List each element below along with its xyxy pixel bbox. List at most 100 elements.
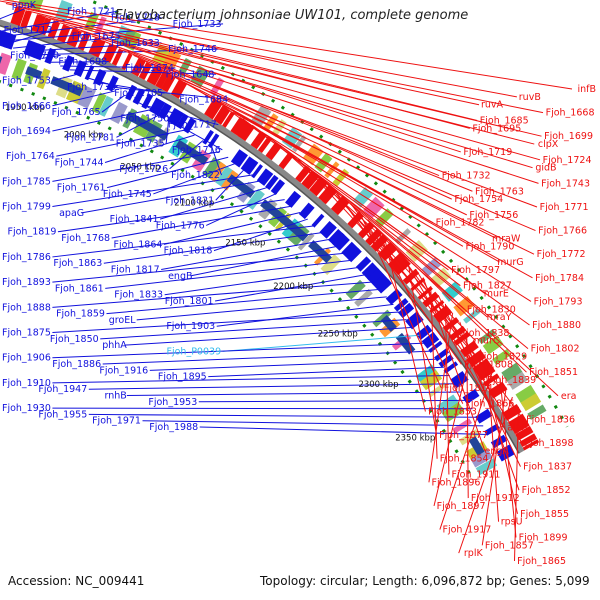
right-gene-label: Fjoh_1877 bbox=[439, 430, 488, 441]
left-gene-label: Fjoh_1859 bbox=[56, 309, 105, 320]
plus-strand-gene bbox=[250, 130, 267, 150]
left-leader-line bbox=[81, 180, 261, 214]
right-leader-line bbox=[486, 358, 500, 522]
scale-label: 2200 kbp bbox=[273, 282, 313, 292]
inner-category-gene bbox=[209, 161, 227, 183]
left-gene-label: Fjoh_1822 bbox=[171, 170, 220, 181]
left-gene-label: Fjoh_1721 bbox=[67, 6, 116, 17]
right-leader-line bbox=[223, 105, 449, 271]
left-gene-label: Fjoh_P0039 bbox=[167, 346, 222, 357]
scale-label: 2250 kbp bbox=[318, 330, 358, 340]
left-gene-label: ppnK bbox=[12, 0, 37, 11]
left-gene-label: Fjoh_1895 bbox=[158, 372, 207, 383]
right-leader-line bbox=[203, 93, 535, 255]
left-leader-line bbox=[57, 199, 285, 233]
left-leader-line bbox=[111, 205, 293, 239]
inner-category-gene bbox=[345, 279, 366, 300]
right-leader-line bbox=[306, 166, 476, 342]
outer-category-gene bbox=[251, 105, 272, 127]
right-gene-label: gidB bbox=[535, 163, 556, 174]
right-gene-label: rpsU bbox=[501, 517, 523, 528]
left-gene-label: Fjoh_1776 bbox=[156, 220, 205, 231]
left-leader-line bbox=[165, 119, 170, 144]
plus-strand-gene bbox=[230, 116, 249, 137]
minus-strand-gene bbox=[256, 168, 274, 186]
right-leader-line bbox=[315, 173, 529, 349]
right-leader-line bbox=[514, 406, 519, 562]
left-gene-label: Fjoh_1675 bbox=[72, 31, 121, 42]
left-gene-label: Fjoh_1633 bbox=[111, 38, 160, 49]
inner-category-gene bbox=[354, 289, 373, 307]
left-leader-line bbox=[52, 281, 374, 308]
left-gene-label: Fjoh_1730 bbox=[67, 82, 116, 93]
minus-strand-gene bbox=[246, 160, 259, 175]
plus-strand-gene bbox=[222, 111, 235, 128]
plus-strand-gene bbox=[138, 61, 153, 80]
outer-category-gene bbox=[263, 113, 279, 132]
minus-strand-gene bbox=[428, 340, 443, 353]
left-gene-label: Fjoh_1930 bbox=[2, 403, 51, 414]
outer-category-gene bbox=[453, 296, 475, 317]
inner-category-gene bbox=[77, 85, 97, 109]
left-gene-label: Fjoh_1698 bbox=[58, 57, 107, 68]
left-leader-line bbox=[69, 69, 216, 75]
left-gene-label: Fjoh_1726 bbox=[119, 164, 168, 175]
right-gene-label: Fjoh_1839 bbox=[487, 375, 536, 386]
minus-strand-gene bbox=[298, 202, 315, 220]
left-leader-line bbox=[161, 238, 331, 271]
right-gene-label: Fjoh_1802 bbox=[531, 344, 580, 355]
left-gene-label: Fjoh_1684 bbox=[179, 94, 228, 105]
plus-strand-gene bbox=[511, 419, 530, 435]
left-gene-label: Fjoh_1861 bbox=[55, 283, 104, 294]
left-leader-line bbox=[133, 99, 172, 119]
scale-label: 2000 kbp bbox=[64, 131, 104, 141]
right-leader-line bbox=[70, 26, 461, 153]
left-gene-label: Fjoh_1745 bbox=[103, 189, 152, 200]
left-leader-line bbox=[52, 73, 79, 82]
plus-strand-gene bbox=[155, 70, 170, 89]
left-gene-label: Fjoh_1910 bbox=[2, 378, 51, 389]
left-gene-label: Fjoh_1717 bbox=[168, 120, 217, 131]
left-gene-label: Fjoh_1821 bbox=[165, 195, 214, 206]
scale-label: 1950 kbp bbox=[5, 103, 45, 113]
right-leader-line bbox=[112, 44, 539, 184]
right-leader-line bbox=[383, 235, 426, 412]
left-leader-line bbox=[41, 54, 61, 60]
right-gene-label: Fjoh_1790 bbox=[466, 241, 515, 252]
left-leader-line bbox=[105, 259, 353, 289]
scale-label: 2100 kbp bbox=[174, 198, 214, 208]
left-leader-line bbox=[149, 358, 438, 371]
left-gene-label: Fjoh_1850 bbox=[50, 334, 99, 345]
right-leader-line bbox=[459, 321, 520, 491]
right-gene-label: engA bbox=[484, 446, 509, 457]
outer-category-gene bbox=[515, 384, 539, 407]
left-gene-label: Fjoh_1718 bbox=[111, 13, 160, 24]
right-leader-line bbox=[437, 294, 521, 467]
right-leader-line bbox=[499, 377, 517, 538]
minus-strand-gene bbox=[319, 220, 337, 239]
inner-category-gene bbox=[11, 58, 27, 81]
left-gene-label: Fjoh_1648 bbox=[166, 69, 215, 80]
right-gene-label: alaS bbox=[507, 422, 527, 433]
plus-strand-gene bbox=[257, 136, 273, 154]
minus-strand-gene bbox=[311, 213, 325, 228]
left-leader-line bbox=[52, 311, 401, 334]
right-leader-line bbox=[288, 151, 530, 326]
left-gene-label: Fjoh_1906 bbox=[2, 353, 51, 364]
plus-strand-gene bbox=[209, 102, 222, 120]
left-gene-label: Fjoh_1833 bbox=[114, 290, 163, 301]
minus-strand-gene bbox=[372, 273, 390, 291]
right-leader-line bbox=[91, 35, 533, 169]
left-leader-line bbox=[106, 288, 381, 315]
minus-strand-gene bbox=[33, 43, 46, 61]
inner-category-gene bbox=[215, 165, 235, 188]
right-leader-line bbox=[350, 203, 486, 381]
left-gene-label: Fjoh_1971 bbox=[92, 416, 141, 427]
right-gene-label: Fjoh_1756 bbox=[469, 210, 518, 221]
left-gene-label: Fjoh_1818 bbox=[164, 246, 213, 257]
right-leader-line bbox=[122, 49, 473, 192]
outer-category-gene bbox=[501, 362, 523, 382]
right-gene-label: Fjoh_1880 bbox=[532, 320, 581, 331]
plus-strand-gene bbox=[453, 331, 471, 346]
